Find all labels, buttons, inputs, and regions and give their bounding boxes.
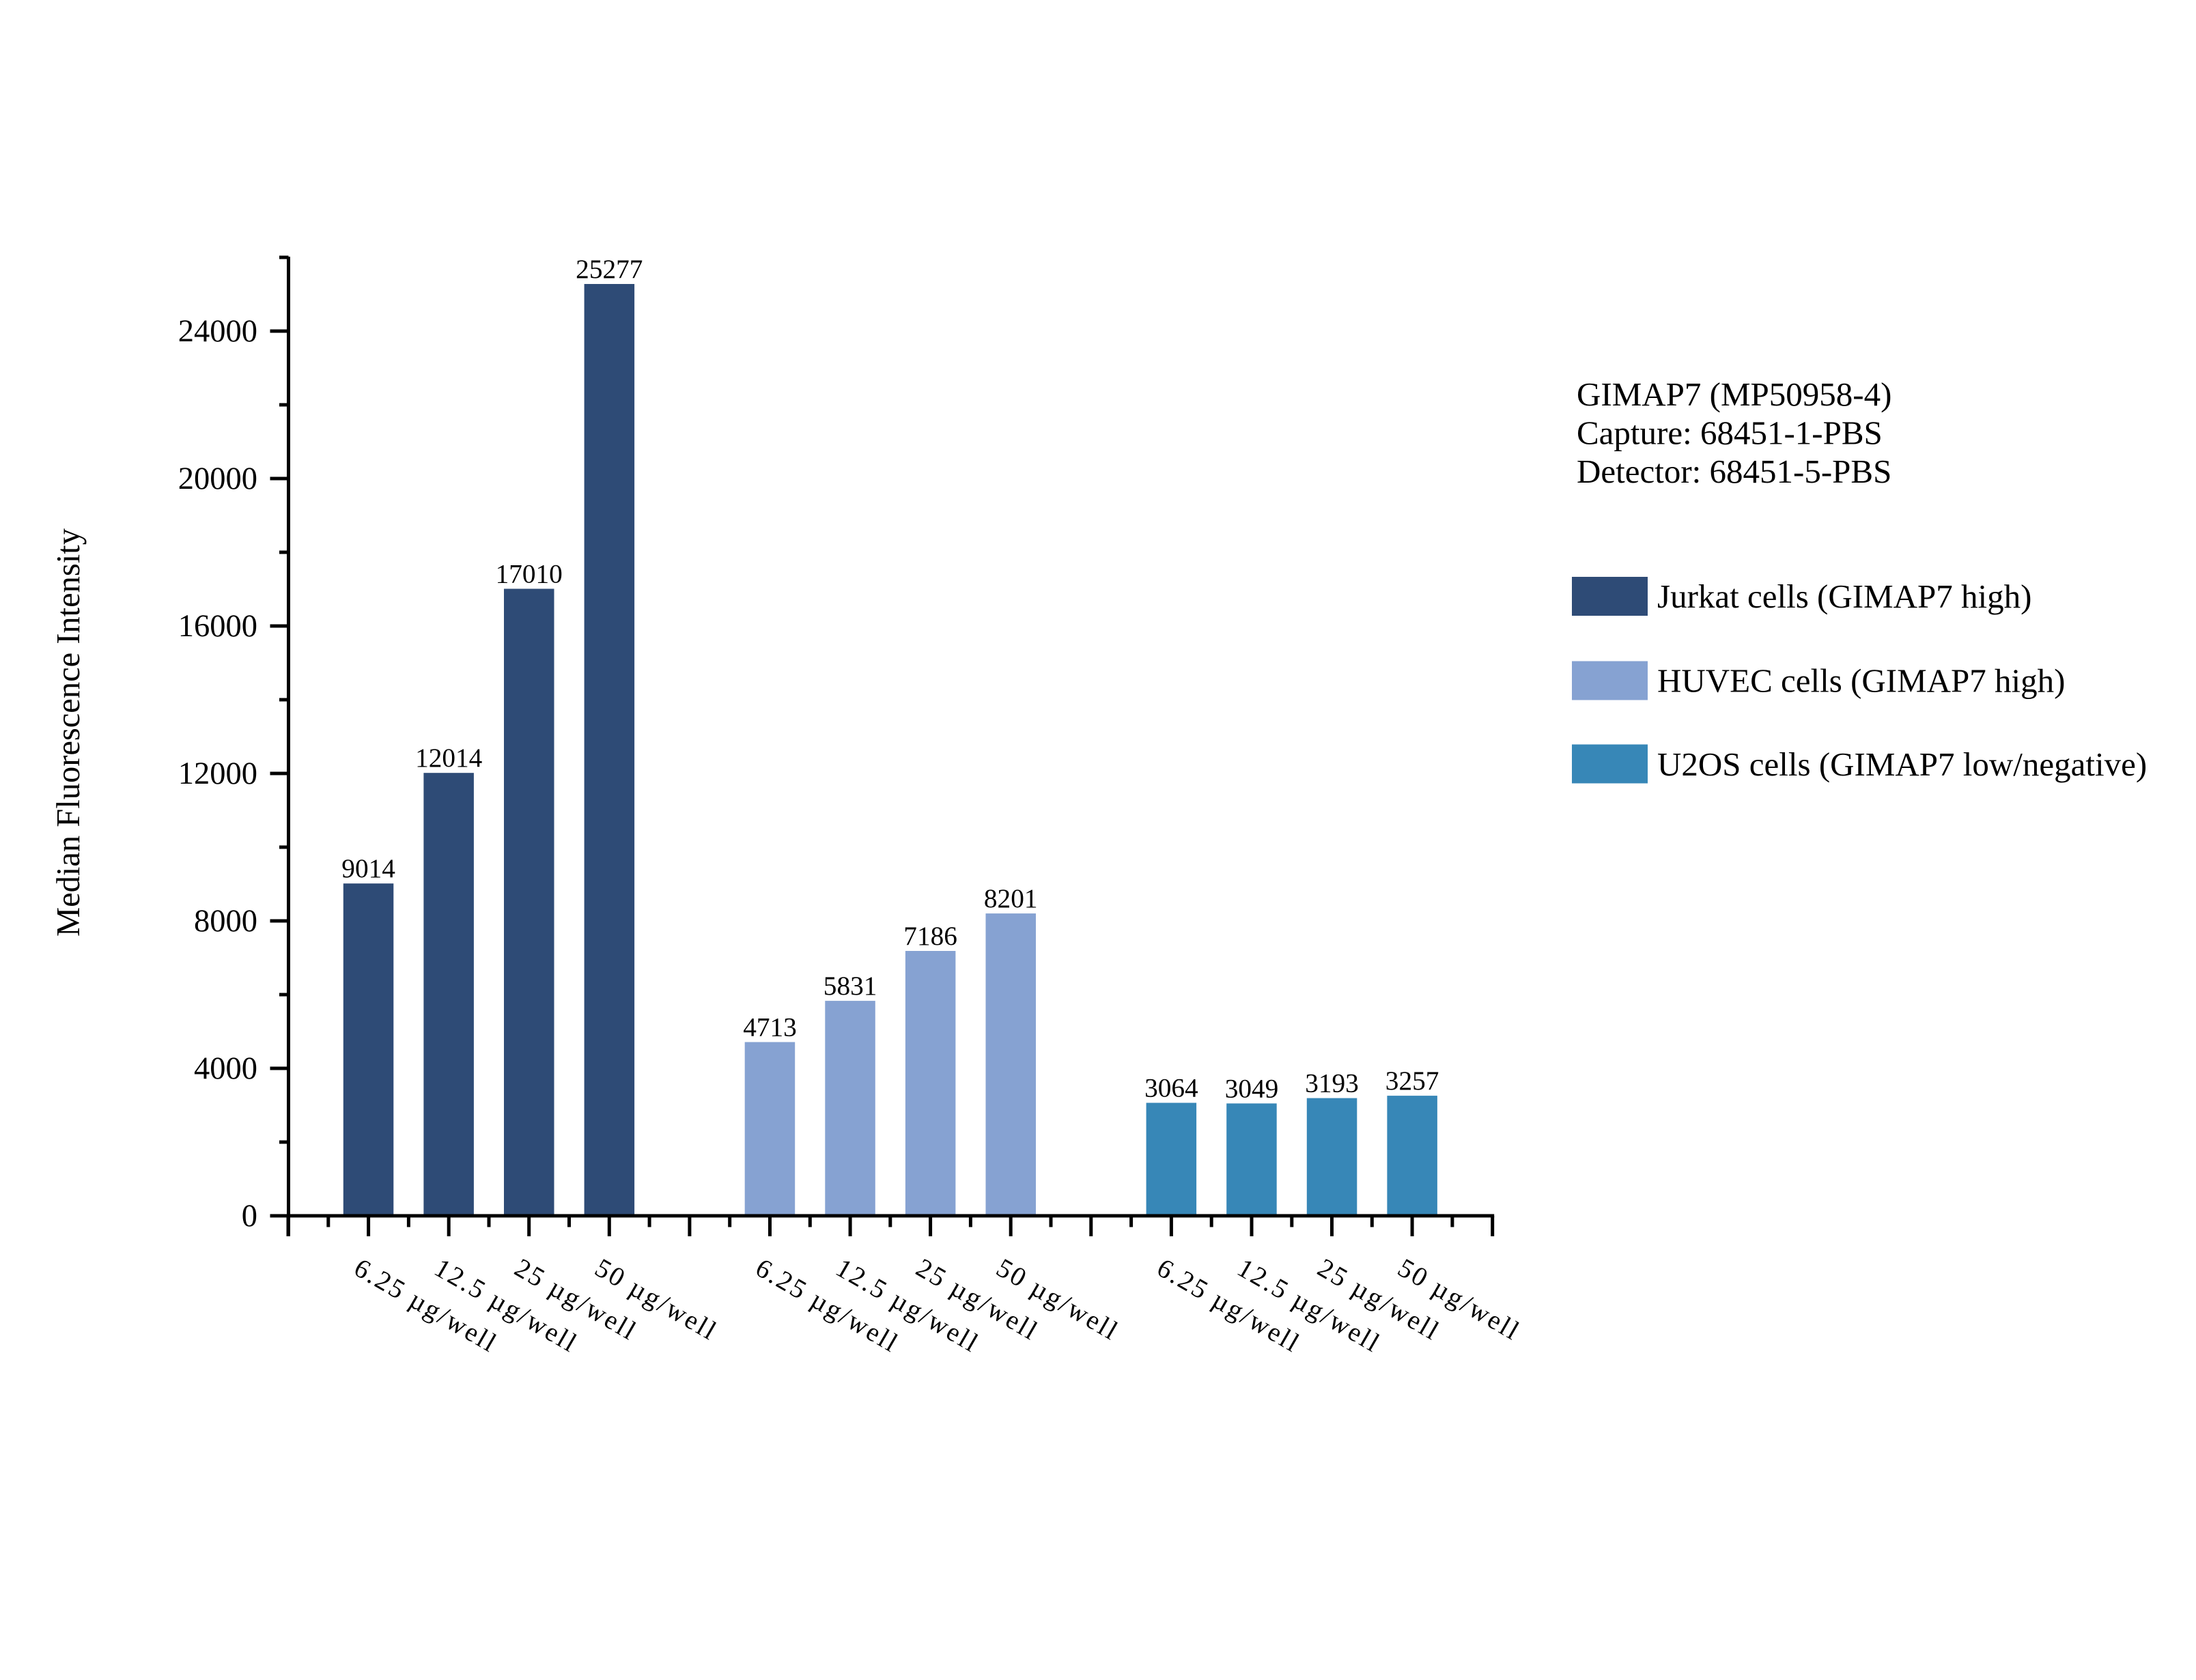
svg-text:U2OS cells (GIMAP7 low/negativ: U2OS cells (GIMAP7 low/negative) xyxy=(1657,745,2147,783)
svg-text:9014: 9014 xyxy=(341,853,395,883)
svg-text:8000: 8000 xyxy=(194,904,257,939)
svg-text:3257: 3257 xyxy=(1385,1066,1439,1096)
svg-text:Detector: 68451-5-PBS: Detector: 68451-5-PBS xyxy=(1577,453,1891,490)
svg-text:GIMAP7 (MP50958-4): GIMAP7 (MP50958-4) xyxy=(1577,375,1891,413)
svg-text:8201: 8201 xyxy=(984,883,1038,913)
svg-text:3064: 3064 xyxy=(1144,1073,1198,1103)
svg-text:12014: 12014 xyxy=(415,743,483,773)
svg-text:Capture: 68451-1-PBS: Capture: 68451-1-PBS xyxy=(1577,414,1883,452)
svg-text:16000: 16000 xyxy=(178,609,257,644)
svg-text:12000: 12000 xyxy=(178,756,257,791)
svg-text:3193: 3193 xyxy=(1305,1068,1359,1098)
svg-text:17010: 17010 xyxy=(496,559,563,589)
svg-text:4713: 4713 xyxy=(743,1012,797,1042)
svg-text:HUVEC cells (GIMAP7 high): HUVEC cells (GIMAP7 high) xyxy=(1657,662,2065,700)
svg-text:20000: 20000 xyxy=(178,461,257,496)
svg-text:7186: 7186 xyxy=(903,921,957,951)
svg-text:Jurkat cells (GIMAP7 high): Jurkat cells (GIMAP7 high) xyxy=(1657,578,2031,615)
svg-text:0: 0 xyxy=(242,1199,257,1234)
svg-text:24000: 24000 xyxy=(178,314,257,349)
svg-text:25277: 25277 xyxy=(576,254,643,284)
svg-text:3049: 3049 xyxy=(1225,1073,1279,1103)
svg-text:Median Fluorescence Intensity: Median Fluorescence Intensity xyxy=(51,528,87,937)
svg-text:5831: 5831 xyxy=(824,971,877,1001)
svg-text:4000: 4000 xyxy=(194,1051,257,1086)
